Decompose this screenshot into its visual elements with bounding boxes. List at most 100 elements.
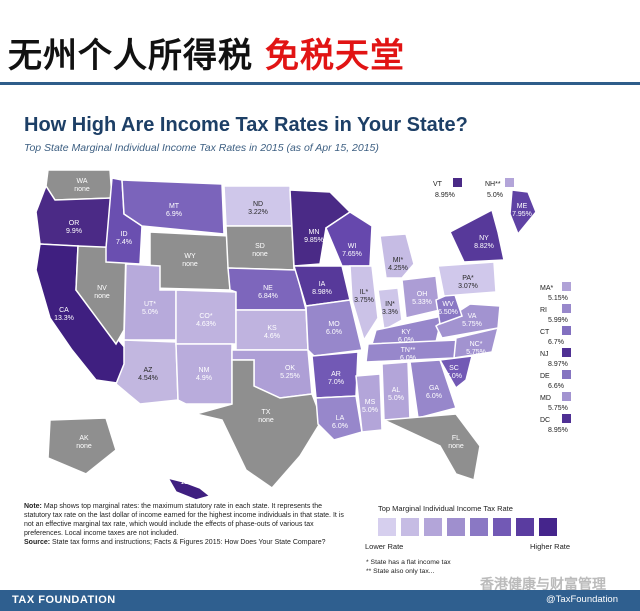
state-label-mi: MI* xyxy=(393,257,404,264)
state-label-ca: CA xyxy=(59,307,69,314)
map-subtitle: Top State Marginal Individual Income Tax… xyxy=(24,142,379,154)
banner-divider xyxy=(0,82,640,85)
note-text: Map shows top marginal rates: the maximu… xyxy=(24,503,344,537)
state-value-ny: 8.82% xyxy=(474,243,494,250)
state-label-in: IN* xyxy=(385,301,395,308)
state-label-sd: SD xyxy=(255,243,265,250)
banner-title-red: 免税天堂 xyxy=(265,36,405,76)
sidebar-label-3: NJ xyxy=(540,351,549,358)
state-label-nd: ND xyxy=(253,201,263,208)
state-label-pa: PA* xyxy=(462,275,474,282)
state-ms xyxy=(355,373,383,433)
state-ga xyxy=(409,359,457,419)
state-value-nc: 5.75% xyxy=(466,349,486,356)
state-value-id: 7.4% xyxy=(116,239,132,246)
state-value-fl: none xyxy=(448,443,464,450)
callout-value-nh: 5.0% xyxy=(487,192,503,199)
state-fl xyxy=(381,413,481,481)
state-va xyxy=(435,303,501,339)
state-label-ar: AR xyxy=(331,371,341,378)
state-value-ga: 6.0% xyxy=(426,393,442,400)
state-me xyxy=(509,189,537,236)
banner-title-black: 无州个人所得税 xyxy=(8,36,253,76)
state-value-nm: 4.9% xyxy=(196,375,212,382)
state-mt xyxy=(121,179,225,235)
state-label-la: LA xyxy=(336,415,345,422)
state-value-co: 4.63% xyxy=(196,321,216,328)
sidebar-label-1: RI xyxy=(540,307,547,314)
state-value-az: 4.54% xyxy=(138,375,158,382)
watermark: 香港健康与财富管理 xyxy=(480,577,606,593)
state-value-wv: 6.50% xyxy=(438,309,458,316)
map-note: Note: Map shows top marginal rates: the … xyxy=(24,502,344,547)
state-label-wv: WV xyxy=(442,301,454,308)
state-label-ne: NE xyxy=(263,285,273,292)
state-label-co: CO* xyxy=(199,313,213,320)
state-value-wy: none xyxy=(182,261,198,268)
state-label-mn: MN xyxy=(309,229,320,236)
sidebar-label-5: MD xyxy=(540,395,551,402)
state-value-il: 3.75% xyxy=(354,297,374,304)
state-label-wi: WI xyxy=(348,243,357,250)
sidebar-swatch-6 xyxy=(562,414,571,423)
state-value-ky: 6.0% xyxy=(398,337,414,344)
scale-swatch-3 xyxy=(447,518,465,536)
state-hi xyxy=(166,476,212,501)
state-label-wy: WY xyxy=(184,253,196,260)
state-label-mt: MT xyxy=(169,203,180,210)
state-value-mi: 4.25% xyxy=(388,265,408,272)
sidebar-label-0: MA* xyxy=(540,285,554,292)
state-label-hi: HI xyxy=(187,471,194,478)
state-value-sc: 7.0% xyxy=(446,373,462,380)
state-label-tx: TX xyxy=(262,409,271,416)
scale-swatch-5 xyxy=(493,518,511,536)
state-nc xyxy=(453,326,500,359)
sidebar-value-1: 5.99% xyxy=(548,317,568,324)
state-value-tx: none xyxy=(258,417,274,424)
sidebar-swatch-1 xyxy=(562,304,571,313)
sidebar-value-4: 6.6% xyxy=(548,383,564,390)
scale-swatch-0 xyxy=(378,518,396,536)
state-label-nv: NV xyxy=(97,285,107,292)
state-value-mt: 6.9% xyxy=(166,211,182,218)
state-ak xyxy=(47,417,117,475)
state-label-il: IL* xyxy=(360,289,369,296)
state-nm xyxy=(175,343,233,405)
state-label-sc: SC xyxy=(449,365,459,372)
scale-title: Top Marginal Individual Income Tax Rate xyxy=(378,504,513,513)
state-label-wa: WA xyxy=(76,178,87,185)
footnotes: * State has a flat income tax ** State a… xyxy=(366,558,451,576)
sidebar-value-0: 5.15% xyxy=(548,295,568,302)
note-lead: Note: xyxy=(24,503,42,510)
state-value-mn: 9.85% xyxy=(304,237,324,244)
sidebar-label-4: DE xyxy=(540,373,550,380)
state-label-ms: MS xyxy=(365,399,376,406)
state-label-nc: NC* xyxy=(470,341,483,348)
state-label-az: AZ xyxy=(144,367,154,374)
state-label-or: OR xyxy=(69,220,80,227)
state-la xyxy=(315,395,363,441)
state-label-ak: AK xyxy=(79,435,89,442)
state-value-ne: 6.84% xyxy=(258,293,278,300)
state-value-ok: 5.25% xyxy=(280,373,300,380)
state-value-ms: 5.0% xyxy=(362,407,378,414)
state-label-tn: TN** xyxy=(401,347,416,354)
callout-swatch-nh xyxy=(505,178,514,187)
state-value-ca: 13.3% xyxy=(54,315,74,322)
state-mo xyxy=(305,299,363,357)
footer-handle: @TaxFoundation xyxy=(546,594,618,605)
state-label-me: ME xyxy=(517,203,528,210)
sidebar-value-2: 6.7% xyxy=(548,339,564,346)
footnote-flat: * State has a flat income tax xyxy=(366,559,451,566)
sidebar-value-3: 8.97% xyxy=(548,361,568,368)
state-value-tn: 6.0% xyxy=(400,355,416,362)
sidebar-value-6: 8.95% xyxy=(548,427,568,434)
scale-high-label: Higher Rate xyxy=(530,542,571,551)
state-value-in: 3.3% xyxy=(382,309,398,316)
sidebar-swatch-0 xyxy=(562,282,571,291)
state-value-nd: 3.22% xyxy=(248,209,268,216)
callout-label-nh: NH** xyxy=(485,181,501,188)
state-label-al: AL xyxy=(392,387,401,394)
state-value-or: 9.9% xyxy=(66,228,82,235)
